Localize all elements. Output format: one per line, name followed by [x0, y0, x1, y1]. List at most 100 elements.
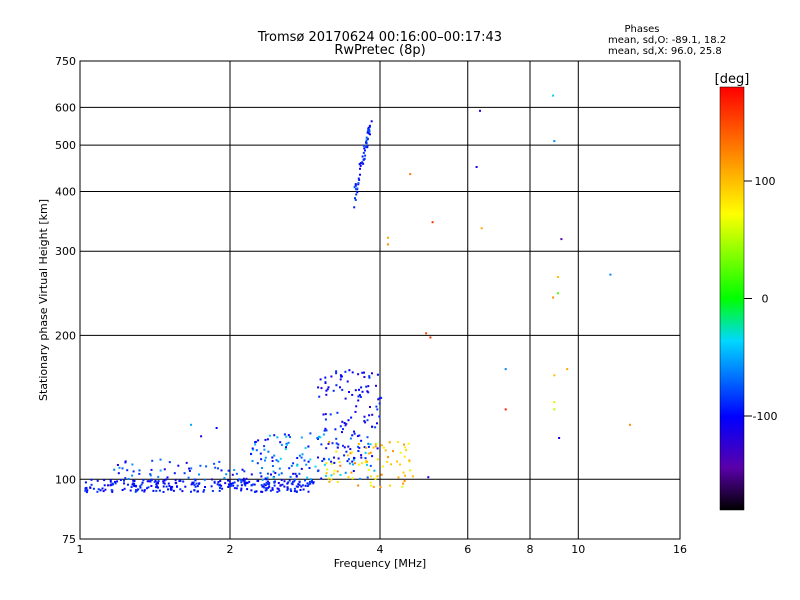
- data-point: [480, 227, 483, 230]
- data-point: [336, 446, 339, 449]
- data-point: [322, 433, 325, 436]
- data-point: [353, 430, 355, 433]
- data-point: [190, 467, 193, 470]
- data-point: [366, 138, 369, 141]
- data-point: [177, 464, 180, 467]
- data-point: [504, 368, 507, 371]
- data-point: [353, 206, 356, 209]
- data-point: [362, 144, 365, 147]
- data-point: [330, 462, 333, 465]
- data-point: [217, 467, 219, 470]
- data-point: [203, 478, 206, 481]
- data-point: [325, 462, 328, 465]
- data-point: [403, 443, 405, 446]
- data-point: [133, 484, 136, 487]
- data-point: [276, 490, 279, 493]
- data-point: [174, 479, 177, 482]
- data-point: [371, 413, 374, 416]
- data-point: [357, 445, 359, 448]
- data-point: [227, 483, 230, 486]
- data-point: [165, 485, 168, 488]
- data-point: [335, 370, 338, 373]
- data-point: [387, 456, 389, 459]
- data-point: [240, 479, 243, 482]
- data-point: [352, 470, 355, 472]
- data-point: [558, 437, 561, 439]
- data-point: [366, 390, 369, 393]
- data-point: [369, 406, 371, 408]
- data-point: [367, 132, 370, 135]
- data-point: [309, 478, 312, 481]
- colorbar-ticks: 100 0 -100: [744, 175, 777, 423]
- data-point: [267, 480, 270, 483]
- data-point: [280, 479, 283, 481]
- data-point: [358, 446, 361, 449]
- data-point: [290, 482, 293, 485]
- x-tick-label: 4: [377, 543, 384, 556]
- data-point: [203, 489, 206, 491]
- data-point: [429, 336, 432, 339]
- data-point: [361, 462, 363, 465]
- data-point: [553, 140, 556, 143]
- data-point: [357, 395, 360, 398]
- data-point: [324, 418, 327, 421]
- data-point: [556, 276, 559, 278]
- data-point: [131, 483, 134, 486]
- data-point: [369, 464, 372, 467]
- x-tick-label: 8: [527, 543, 534, 556]
- data-point: [267, 450, 270, 453]
- data-point: [354, 183, 357, 186]
- data-point: [359, 477, 361, 480]
- data-point: [240, 481, 243, 484]
- data-point: [119, 479, 122, 481]
- data-point: [365, 446, 368, 449]
- data-point: [211, 478, 213, 481]
- data-point: [279, 441, 282, 444]
- data-point: [167, 482, 170, 485]
- data-point: [349, 452, 352, 455]
- colorbar-tick-label: -100: [753, 410, 778, 423]
- data-point: [366, 436, 369, 439]
- data-point: [328, 441, 331, 443]
- data-point: [553, 408, 556, 411]
- data-point: [342, 428, 344, 431]
- data-point: [300, 436, 303, 439]
- data-point: [364, 149, 366, 152]
- data-point: [375, 442, 378, 445]
- data-point: [353, 457, 356, 460]
- data-point: [368, 414, 371, 417]
- data-point: [325, 447, 328, 450]
- data-point: [479, 109, 481, 112]
- data-point: [243, 479, 246, 482]
- data-point: [227, 469, 230, 472]
- data-point: [169, 486, 172, 489]
- data-point: [190, 490, 192, 493]
- data-point: [190, 483, 193, 486]
- legend-line-x: mean, sd,X: 96.0, 25.8: [608, 46, 722, 57]
- data-point: [246, 488, 249, 491]
- data-point: [233, 487, 236, 490]
- data-point: [341, 420, 344, 423]
- data-point: [370, 484, 373, 487]
- data-point: [292, 480, 295, 483]
- data-point: [133, 480, 136, 482]
- data-point: [379, 485, 382, 488]
- data-point: [333, 461, 336, 464]
- data-point: [211, 490, 214, 492]
- data-point: [250, 473, 253, 476]
- data-point: [267, 486, 270, 489]
- data-point: [328, 480, 331, 483]
- data-point: [116, 480, 119, 483]
- data-point: [263, 448, 266, 451]
- data-point: [232, 484, 235, 487]
- data-point: [287, 434, 290, 437]
- data-point: [179, 488, 182, 491]
- data-point: [330, 460, 333, 463]
- data-point: [288, 467, 291, 470]
- data-point: [355, 405, 358, 408]
- data-point: [264, 456, 267, 459]
- data-point: [297, 483, 300, 486]
- data-point: [357, 484, 360, 487]
- data-point: [360, 454, 363, 457]
